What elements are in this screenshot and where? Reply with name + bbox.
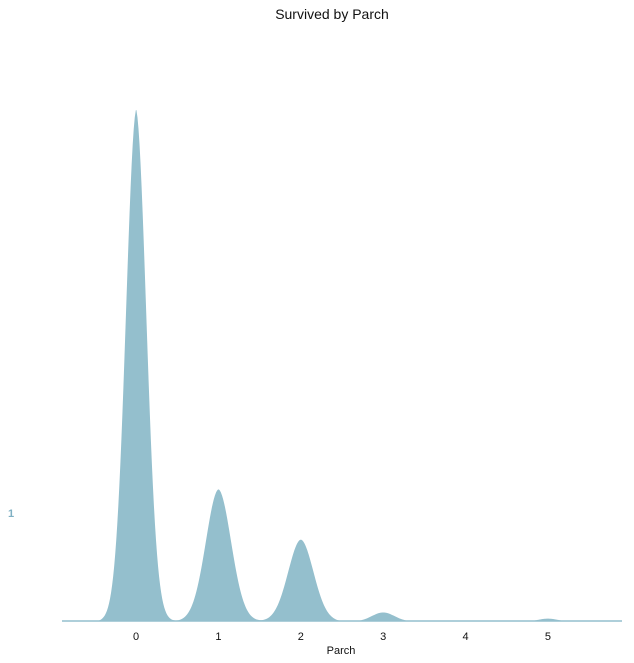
density-area <box>86 108 622 621</box>
x-tick-label: 2 <box>298 631 304 643</box>
density-outline <box>86 106 622 622</box>
x-axis-ticks: 0 1 2 3 4 5 <box>133 631 551 643</box>
series-group: 1 <box>8 106 622 622</box>
x-tick-label: 3 <box>380 631 386 643</box>
x-tick-label: 0 <box>133 631 139 643</box>
chart-title: Survived by Parch <box>275 6 389 22</box>
x-axis-label: Parch <box>327 645 356 657</box>
x-tick-label: 5 <box>545 631 551 643</box>
x-tick-label: 1 <box>215 631 221 643</box>
series-label: 1 <box>8 508 14 520</box>
x-tick-label: 4 <box>462 631 468 643</box>
